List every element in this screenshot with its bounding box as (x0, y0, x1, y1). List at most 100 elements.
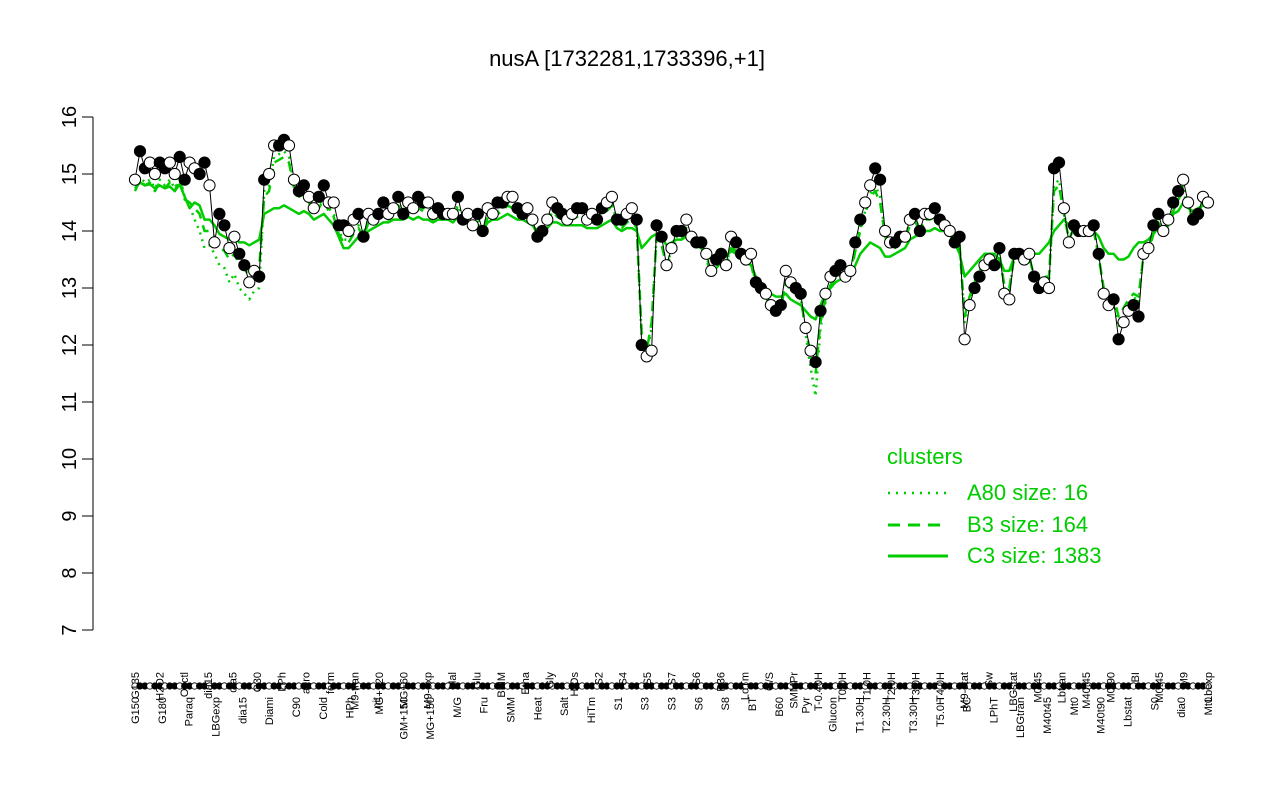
data-point (913, 224, 927, 238)
legend-title: clusters (887, 444, 963, 469)
data-point (253, 270, 266, 283)
x-tick-label-lower: G180 (157, 697, 169, 724)
x-tick-label-upper: dia15 (203, 672, 215, 699)
data-point (680, 213, 693, 226)
data-point (392, 190, 405, 203)
data-point (720, 259, 733, 272)
data-point (590, 213, 604, 226)
x-tick-label-upper: S7 (667, 672, 679, 685)
x-tick-label-upper: S4 (618, 672, 630, 685)
y-tick-label: 9 (59, 510, 81, 521)
data-point (377, 196, 390, 209)
data-point (506, 190, 519, 203)
x-tick-label-upper: C30 (252, 672, 264, 692)
x-tick-label-upper: M9 (1179, 672, 1191, 687)
x-tick-label-upper: M0t45 (1032, 672, 1044, 703)
data-point (655, 230, 668, 243)
data-point (307, 202, 320, 215)
x-tick-label-upper: BMM (496, 672, 508, 698)
data-point (1157, 224, 1170, 238)
data-point (819, 287, 832, 300)
data-point (1062, 236, 1076, 249)
data-point (1087, 219, 1100, 232)
x-tick-label-upper: SMMPr (788, 672, 800, 709)
x-tick-label-upper: Mal (447, 672, 459, 690)
x-tick-label-upper: LBGstat (1008, 672, 1020, 712)
x-tick-label-upper: M9-tran (350, 672, 362, 710)
x-tick-label-upper: Sw (984, 672, 996, 687)
data-point (814, 304, 827, 317)
data-point (238, 259, 251, 272)
data-point (968, 281, 981, 295)
data-point (1201, 196, 1215, 209)
x-tick-label-lower: C90 (291, 697, 303, 717)
x-tick-label-lower: nit (371, 697, 383, 709)
x-tick-label-lower: M40t90 (1096, 697, 1108, 734)
x-tick-label-upper: M9-exp (423, 672, 435, 709)
x-tick-label-upper: Oxctl (179, 672, 191, 697)
data-point (476, 224, 489, 238)
x-tick-label-upper: T0.0H (837, 672, 849, 702)
data-point (163, 156, 176, 169)
data-point (859, 196, 872, 209)
data-point (287, 173, 301, 186)
x-tick-label-lower: BC (962, 697, 974, 712)
x-tick-label-lower: MG+150 (425, 697, 437, 740)
y-tick-label: 13 (59, 277, 81, 299)
x-tick-label-lower: T3.30H (908, 697, 920, 733)
data-point (1117, 316, 1130, 329)
x-tick-label-upper: S5 (642, 672, 654, 685)
data-point (874, 173, 887, 186)
x-tick-label-upper: ferm (325, 672, 337, 694)
data-point (943, 224, 956, 238)
x-tick-label-lower: Fru (479, 697, 491, 714)
data-point (1112, 333, 1125, 346)
data-point (297, 179, 310, 192)
data-point (804, 344, 817, 357)
x-tick-label-lower: Pyr (801, 697, 813, 714)
data-point (799, 321, 812, 334)
x-tick-label-upper: M9-stat (959, 672, 971, 709)
data-point (193, 167, 206, 181)
data-point (263, 167, 276, 181)
data-point (357, 230, 370, 243)
data-point (218, 219, 231, 232)
x-tick-label-lower: B60 (774, 697, 786, 717)
data-point (700, 247, 713, 260)
x-tick-label-lower: LBGtran (1015, 697, 1027, 738)
legend-label-c3: C3 size: 1383 (967, 543, 1102, 568)
data-point (1192, 207, 1205, 220)
data-point (849, 236, 862, 249)
data-point (1182, 196, 1195, 209)
data-point (675, 224, 688, 238)
data-point (203, 179, 216, 192)
x-axis: G135 H2O2 Oxctl dia15 dia5 C30 LPh aero ferm M9-t… (130, 671, 1215, 739)
data-point (526, 213, 539, 226)
data-point (1147, 219, 1160, 232)
y-tick-label: 14 (59, 220, 81, 242)
x-tick-label-upper: HiOs (569, 672, 581, 697)
x-tick-label-upper: T2.0H (886, 672, 898, 702)
x-tick-label-lower: S1 (613, 697, 625, 710)
data-point (1167, 196, 1180, 209)
data-point (1172, 185, 1185, 198)
data-point (317, 179, 330, 192)
data-point (958, 333, 971, 346)
data-point (625, 202, 638, 215)
x-tick-label-lower: Mt0 (1069, 697, 1081, 715)
x-tick-label-upper: LoTm (740, 672, 752, 700)
data-point (605, 190, 619, 203)
data-point (660, 259, 673, 272)
data-point (208, 236, 221, 249)
x-tick-label-lower: Cold (318, 697, 330, 720)
x-tick-label-upper: G135 (130, 672, 142, 699)
x-tick-label-upper: B36 (715, 672, 727, 692)
y-tick-label: 7 (59, 624, 81, 635)
data-point (1042, 281, 1056, 295)
data-point (466, 219, 479, 232)
x-tick-label-lower: HPh (345, 697, 357, 718)
x-tick-label-lower: S3 (667, 697, 679, 710)
x-tick-label-lower: Lbstat (1123, 697, 1135, 727)
x-tick-label-lower: Paraq (184, 697, 196, 726)
x-tick-label-upper: Lbexp (1203, 672, 1215, 702)
